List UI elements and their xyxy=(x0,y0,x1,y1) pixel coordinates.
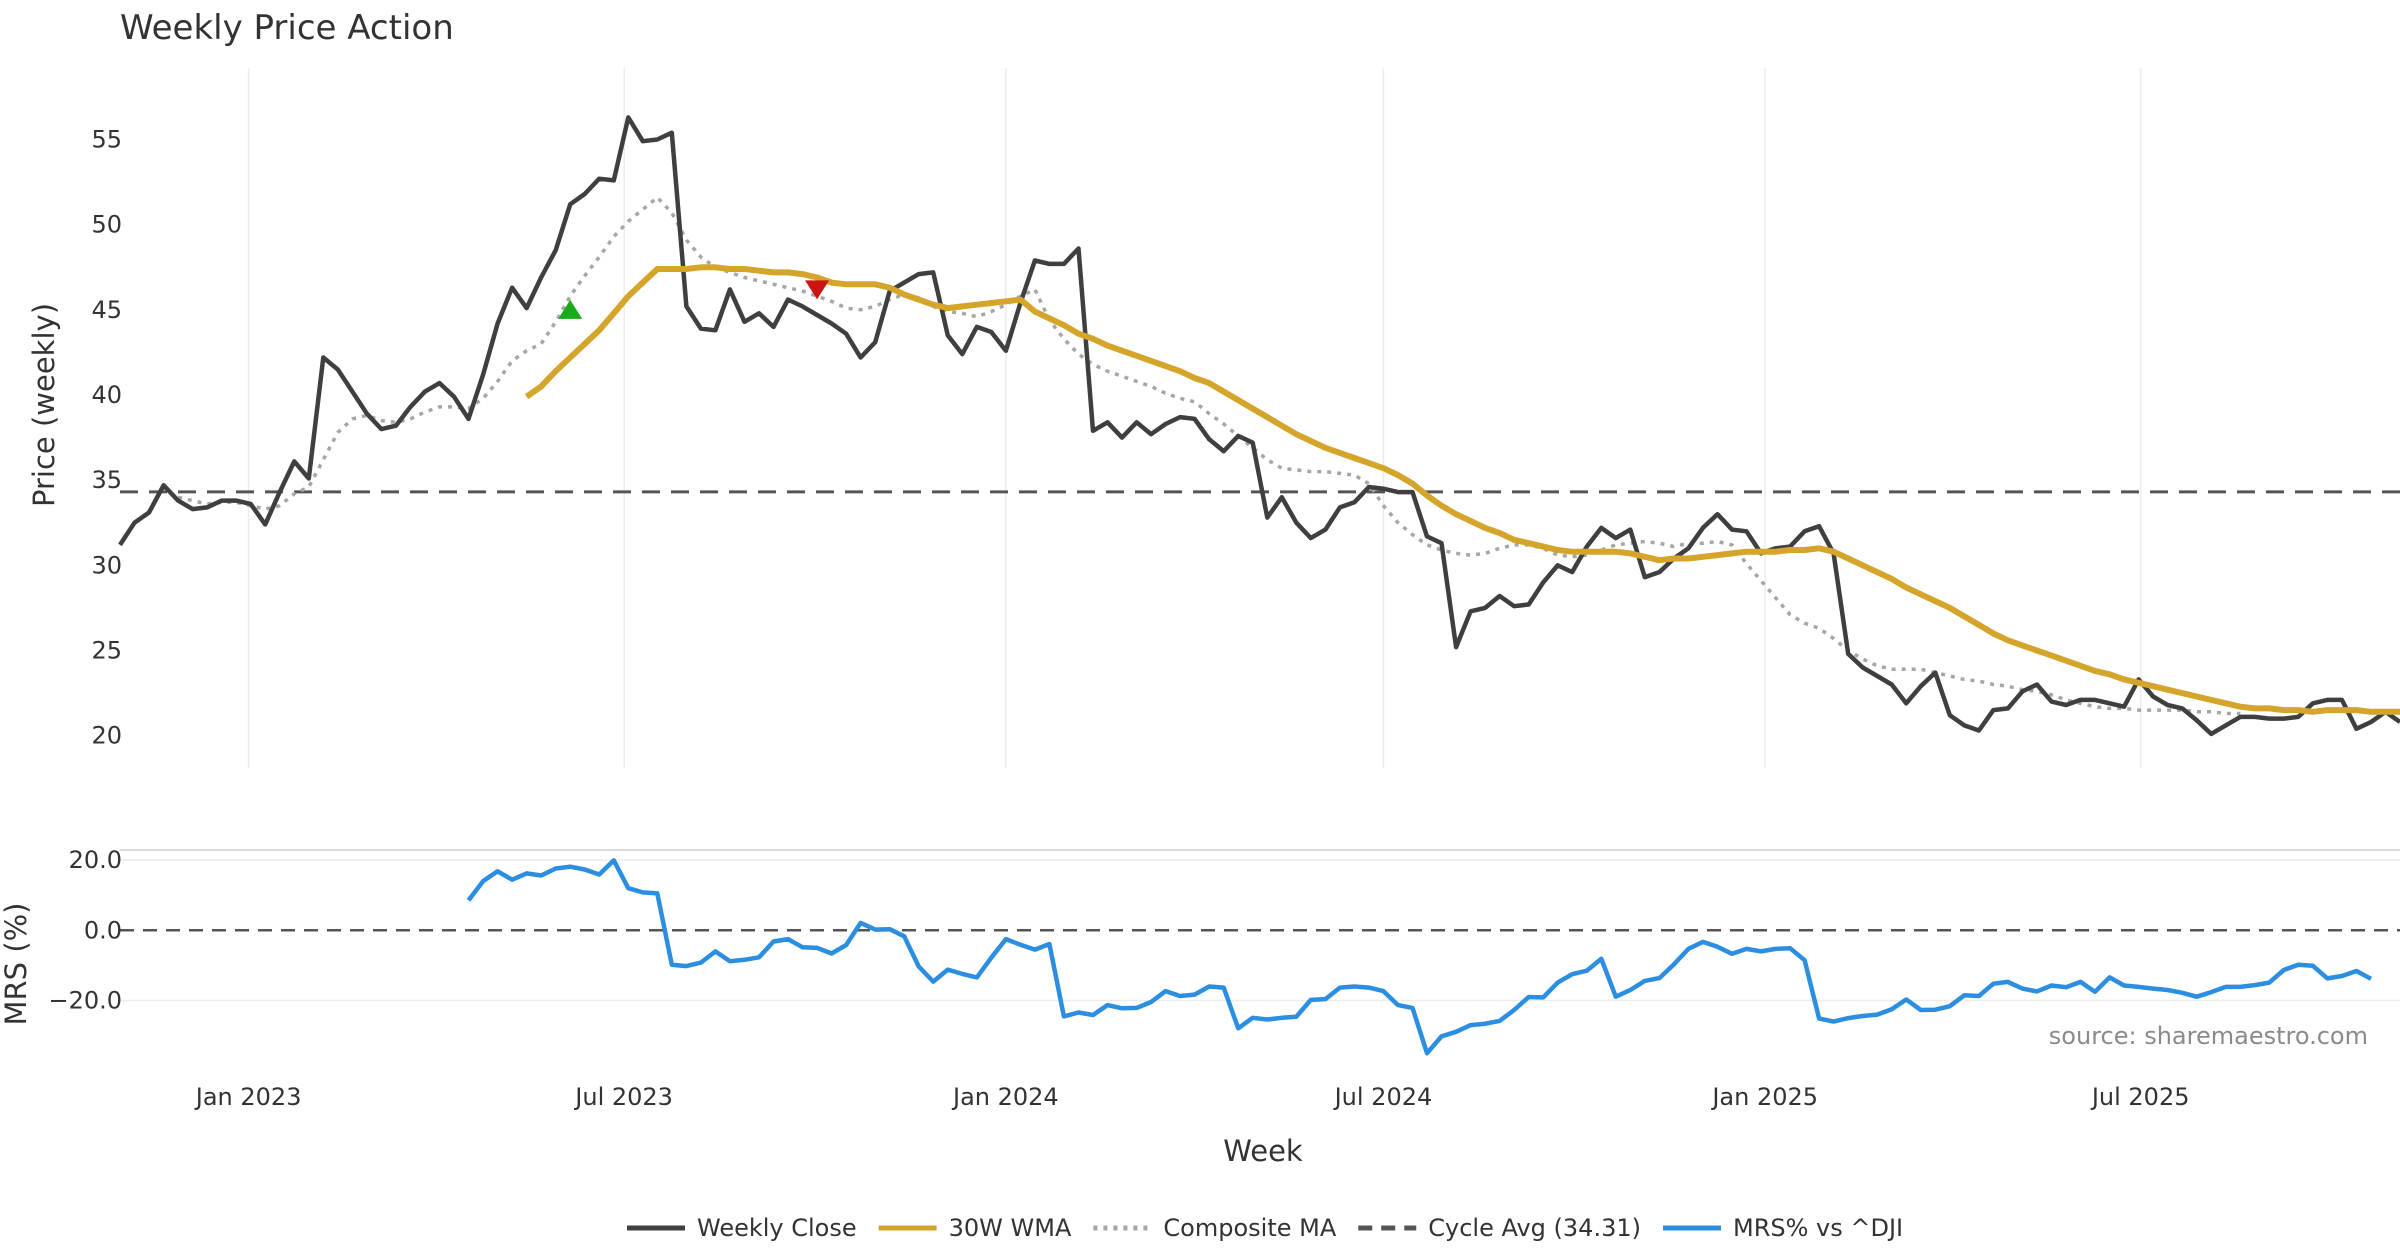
x-tick-jan-2024: Jan 2024 xyxy=(951,1083,1059,1111)
x-tick-jan-2023: Jan 2023 xyxy=(194,1083,302,1111)
price-grid xyxy=(247,68,2142,768)
x-tick-jul-2023: Jul 2023 xyxy=(573,1083,673,1111)
x-tick-jul-2024: Jul 2024 xyxy=(1333,1083,1433,1111)
x-axis-title: Week xyxy=(1223,1134,1303,1168)
mrs-y-axis-title: MRS (%) xyxy=(0,903,33,1026)
legend: Weekly Close 30W WMA Composite MA Cycle Avg… xyxy=(627,1214,1903,1242)
mrs-y-tick-2: −20.0 xyxy=(48,987,122,1015)
legend-label-composite-ma: Composite MA xyxy=(1163,1214,1336,1242)
mrs-y-tick-0: 20.0 xyxy=(69,846,122,874)
legend-label-cycle-avg-34-31: Cycle Avg (34.31) xyxy=(1428,1214,1641,1242)
price-y-tick-25: 25 xyxy=(91,636,122,664)
price-y-tick-45: 45 xyxy=(91,296,122,324)
mrs-y-tick-1: 0.0 xyxy=(84,916,122,944)
price-y-tick-30: 30 xyxy=(91,551,122,579)
chart-title: Weekly Price Action xyxy=(120,8,454,48)
composite-ma-line xyxy=(177,195,2241,716)
weekly-close-line xyxy=(118,115,2400,737)
price-y-tick-40: 40 xyxy=(91,381,122,409)
legend-label-30w-wma: 30W WMA xyxy=(949,1214,1072,1242)
buy-signal-marker xyxy=(558,299,583,319)
price-y-axis-title: Price (weekly) xyxy=(27,303,61,507)
x-tick-jul-2025: Jul 2025 xyxy=(2090,1083,2190,1111)
price-series-layer xyxy=(118,115,2400,737)
price-y-tick-35: 35 xyxy=(91,466,122,494)
sell-signal-marker xyxy=(805,280,830,300)
wma-30w-line xyxy=(524,264,2400,715)
price-y-tick-50: 50 xyxy=(91,211,122,239)
mrs-line xyxy=(466,858,2373,1056)
x-tick-jan-2025: Jan 2025 xyxy=(1710,1083,1818,1111)
price-y-tick-20: 20 xyxy=(91,722,122,750)
price-y-tick-55: 55 xyxy=(91,126,122,154)
source-note: source: sharemaestro.com xyxy=(2049,1022,2368,1050)
mrs-grid xyxy=(120,849,2400,1002)
legend-label-mrs-vs-dji: MRS% vs ^DJI xyxy=(1733,1214,1903,1242)
mrs-series-layer xyxy=(466,858,2373,1056)
legend-label-weekly-close: Weekly Close xyxy=(697,1214,857,1242)
axes-labels: 55 50 45 40 35 30 25 20 20.0 0.0 −20.0 Jan 2023 Jul … xyxy=(48,126,2189,1111)
